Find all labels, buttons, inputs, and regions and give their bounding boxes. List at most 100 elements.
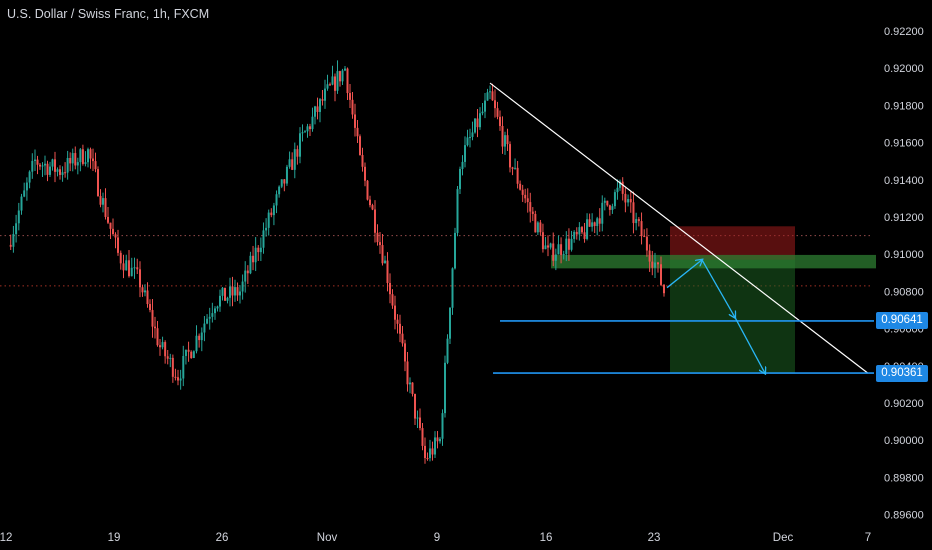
candle-body (354, 114, 356, 128)
candle-body (519, 183, 522, 190)
candle-body (464, 145, 466, 162)
time-tick-label: 16 (540, 532, 553, 544)
candle-body (616, 187, 619, 193)
candle-body (71, 153, 74, 164)
candle-body (376, 232, 379, 243)
candle-body (203, 323, 206, 333)
candle-body (262, 230, 265, 248)
candle-body (164, 342, 167, 357)
candle-body (46, 163, 49, 175)
candle-body (306, 126, 309, 132)
candle-body (501, 125, 504, 147)
candle-body (603, 200, 606, 203)
candle-body (547, 245, 549, 248)
candle-body (608, 205, 611, 210)
candle-body (484, 100, 486, 112)
candle-body (524, 194, 527, 199)
candle-body (441, 413, 444, 439)
candle-body (311, 116, 314, 130)
candle-body (611, 206, 614, 210)
candle-body (509, 144, 511, 168)
candle-body (404, 343, 406, 362)
candle-body (557, 244, 560, 255)
candle-body (369, 199, 371, 206)
trendline[interactable] (489, 82, 869, 374)
candle-body (56, 169, 59, 172)
candle-body (20, 196, 23, 211)
projection-arrow[interactable] (734, 317, 765, 373)
candle-body (244, 270, 247, 282)
candle-body (573, 231, 576, 239)
candle-body (635, 219, 638, 224)
projection-arrow[interactable] (701, 259, 735, 318)
candle-body (92, 158, 94, 162)
candle-body (174, 376, 177, 378)
time-tick-label: 26 (216, 532, 229, 544)
drawings[interactable] (489, 82, 874, 374)
candle-body (339, 71, 341, 82)
candle-body (637, 219, 640, 222)
candle-body (81, 149, 84, 164)
candle-body (601, 202, 604, 224)
candle-body (272, 205, 275, 216)
candle-body (234, 287, 236, 296)
candle-body (419, 417, 421, 429)
price-tick-label: 0.89600 (884, 510, 924, 522)
candle-body (591, 222, 594, 227)
candle-body (41, 165, 44, 167)
candle-body (49, 166, 51, 175)
candle-body (583, 232, 586, 239)
price-tick-label: 0.91800 (884, 100, 924, 112)
candle-body (208, 316, 211, 319)
candle-body (481, 111, 484, 114)
candle-body (514, 167, 517, 169)
candle-body (159, 345, 161, 348)
candle-body (645, 236, 648, 251)
price-tick-label: 0.90000 (884, 435, 924, 447)
candle-body (596, 218, 599, 227)
candle-body (265, 227, 268, 231)
candle-body (252, 255, 255, 263)
candle-body (54, 159, 56, 172)
price-tick-label: 0.91600 (884, 138, 924, 150)
projection-arrow[interactable] (666, 260, 702, 289)
candle-body (349, 93, 351, 100)
candle-body (182, 355, 185, 379)
candle-body (285, 166, 288, 184)
candle-body (270, 212, 273, 216)
candle-body (64, 172, 67, 174)
candle-body (139, 269, 141, 288)
candle-body (301, 132, 304, 134)
time-tick-label: Nov (317, 532, 338, 544)
time-axis[interactable]: 12 19 26 Nov 9 16 23 Dec 7 (0, 532, 871, 544)
price-axis[interactable]: 0.92200 0.92000 0.91800 0.91600 0.91400 0.912… (884, 26, 924, 522)
candle-body (34, 159, 36, 161)
candle-body (531, 211, 534, 214)
price-tick-label: 0.91000 (884, 249, 924, 261)
candle-body (454, 232, 456, 269)
price-tick-label: 0.91200 (884, 212, 924, 224)
price-tick-label: 0.92000 (884, 63, 924, 75)
candle-body (489, 91, 491, 93)
price-tag-upper: 0.90641 (876, 312, 928, 330)
candle-body (521, 189, 524, 195)
time-tick-label: 12 (0, 532, 12, 544)
candle-body (12, 234, 15, 247)
candle-body (351, 99, 354, 115)
candle-body (459, 168, 461, 190)
candle-body (424, 445, 426, 459)
candle-body (391, 294, 394, 306)
candle-body (117, 237, 119, 253)
candle-body (25, 182, 28, 191)
candle-body (309, 126, 311, 130)
candle-body (421, 428, 424, 446)
candle-body (554, 254, 557, 261)
candle-body (319, 99, 321, 112)
candle-body (28, 171, 31, 183)
candle-body (190, 351, 193, 359)
candle-body (588, 219, 591, 227)
candle-body (396, 319, 399, 324)
candle-body (119, 252, 122, 264)
candle-body (214, 308, 216, 314)
